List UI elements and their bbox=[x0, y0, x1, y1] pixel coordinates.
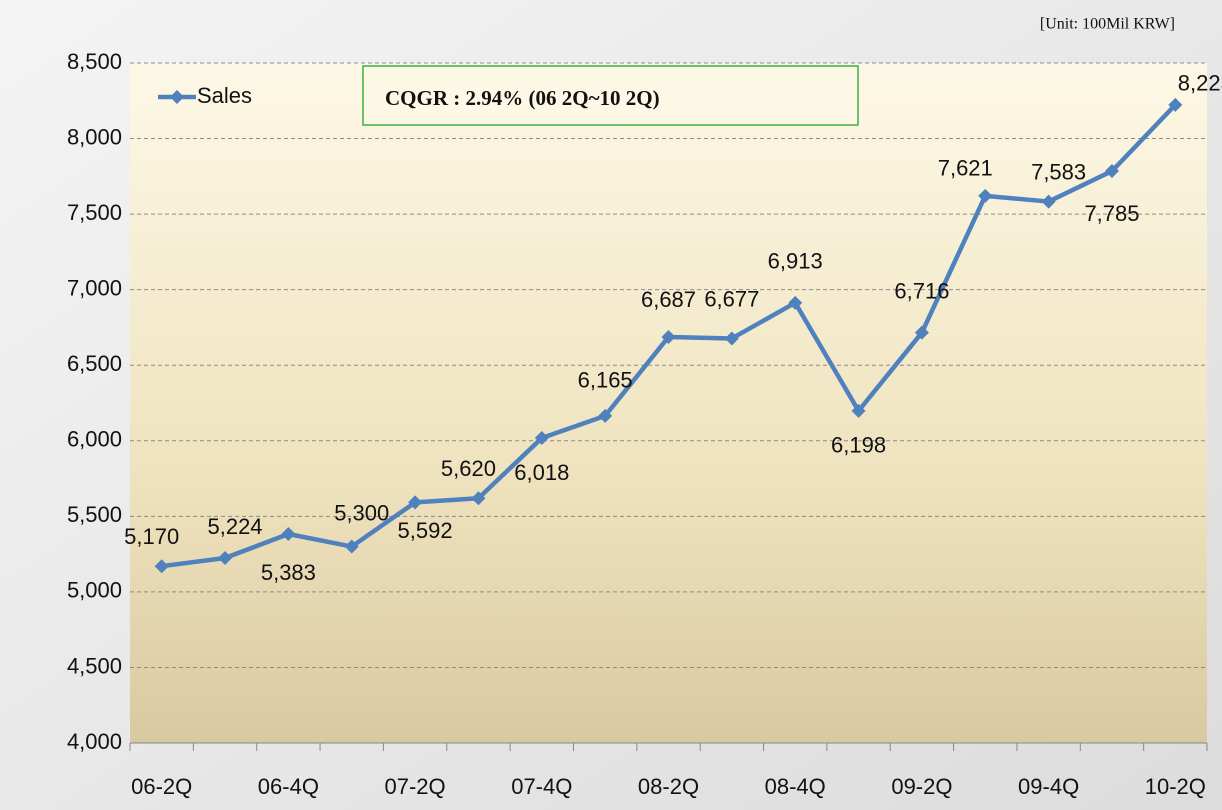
marker bbox=[598, 408, 613, 423]
data-label: 7,785 bbox=[1084, 201, 1139, 226]
data-label: 5,592 bbox=[398, 518, 453, 543]
data-label: 7,583 bbox=[1031, 159, 1086, 184]
x-tick-label: 09-2Q bbox=[891, 774, 952, 799]
x-tick-label: 08-2Q bbox=[638, 774, 699, 799]
y-tick-label: 7,500 bbox=[67, 200, 122, 225]
marker bbox=[281, 527, 296, 542]
y-tick-label: 8,000 bbox=[67, 124, 122, 149]
y-tick-label: 5,500 bbox=[67, 502, 122, 527]
marker bbox=[914, 325, 929, 340]
marker bbox=[724, 331, 739, 346]
data-label: 6,913 bbox=[768, 249, 823, 274]
marker bbox=[344, 539, 359, 554]
y-tick-label: 6,500 bbox=[67, 351, 122, 376]
annotation: CQGR : 2.94% (06 2Q~10 2Q) bbox=[385, 86, 660, 110]
marker bbox=[218, 551, 233, 566]
plot-area bbox=[130, 63, 1207, 743]
data-label: 5,170 bbox=[124, 524, 179, 549]
data-label: 5,383 bbox=[261, 560, 316, 585]
data-label: 6,198 bbox=[831, 433, 886, 458]
marker bbox=[1104, 164, 1119, 179]
x-tick-label: 06-4Q bbox=[258, 774, 319, 799]
marker bbox=[788, 295, 803, 310]
data-label: 6,716 bbox=[894, 278, 949, 303]
x-tick-label: 09-4Q bbox=[1018, 774, 1079, 799]
marker bbox=[1168, 97, 1183, 112]
marker bbox=[661, 329, 676, 344]
data-label: 6,677 bbox=[704, 286, 759, 311]
data-label: 5,224 bbox=[207, 514, 262, 539]
legend-label: Sales bbox=[197, 83, 252, 108]
x-tick-label: 06-2Q bbox=[131, 774, 192, 799]
y-tick-label: 7,000 bbox=[67, 275, 122, 300]
marker bbox=[408, 495, 423, 510]
x-tick-label: 08-4Q bbox=[765, 774, 826, 799]
y-tick-label: 4,000 bbox=[67, 729, 122, 754]
unit-note: [Unit: 100Mil KRW] bbox=[1040, 16, 1175, 33]
data-label: 7,621 bbox=[938, 156, 993, 181]
x-tick-label: 10-2Q bbox=[1145, 774, 1206, 799]
marker bbox=[1041, 194, 1056, 209]
marker bbox=[851, 403, 866, 418]
data-label: 5,300 bbox=[334, 500, 389, 525]
x-tick-label: 07-4Q bbox=[511, 774, 572, 799]
annotation-box bbox=[362, 65, 859, 126]
y-tick-label: 5,000 bbox=[67, 578, 122, 603]
marker bbox=[471, 491, 486, 506]
marker bbox=[154, 559, 169, 574]
data-label: 6,165 bbox=[578, 368, 633, 393]
y-tick-label: 8,500 bbox=[67, 49, 122, 74]
x-tick-label: 07-2Q bbox=[385, 774, 446, 799]
data-label: 6,687 bbox=[641, 287, 696, 312]
legend-marker bbox=[170, 90, 184, 104]
marker bbox=[978, 188, 993, 203]
marker bbox=[534, 431, 549, 446]
y-tick-label: 6,000 bbox=[67, 427, 122, 452]
y-tick-label: 4,500 bbox=[67, 653, 122, 678]
data-label: 5,620 bbox=[441, 456, 496, 481]
data-label: 8,223 bbox=[1178, 71, 1222, 96]
data-label: 6,018 bbox=[514, 460, 569, 485]
